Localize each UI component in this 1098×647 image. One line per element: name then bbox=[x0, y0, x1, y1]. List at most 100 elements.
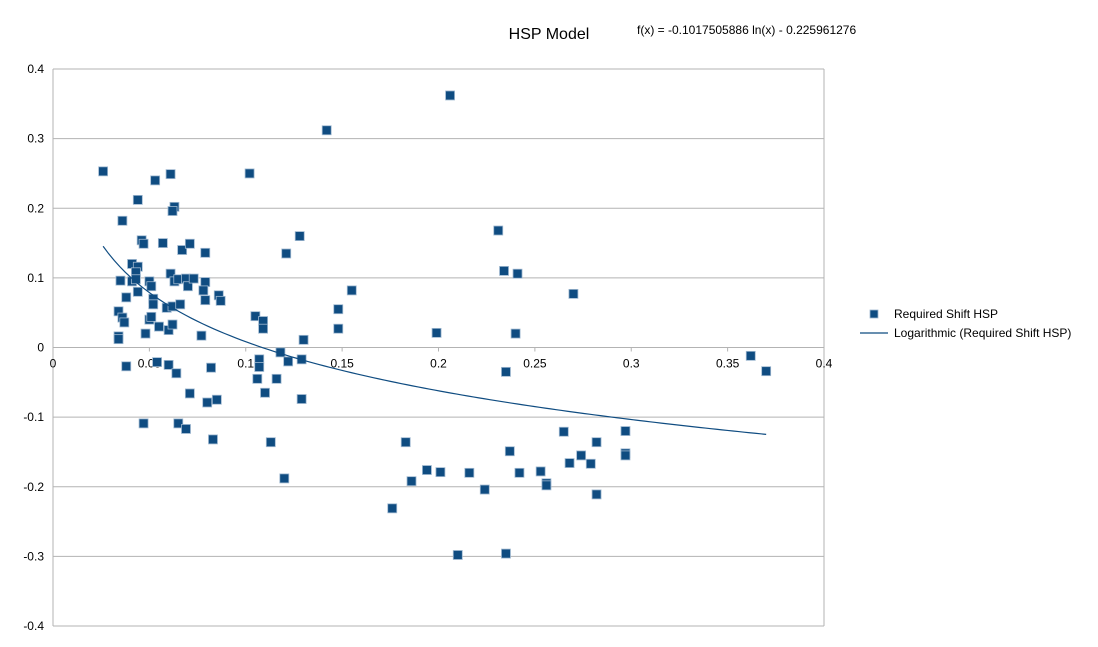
data-point bbox=[188, 273, 199, 284]
data-point bbox=[152, 357, 162, 368]
data-point bbox=[479, 484, 490, 495]
data-point bbox=[254, 362, 265, 372]
data-point bbox=[558, 426, 569, 437]
y-tick-label: -0.2 bbox=[23, 480, 44, 494]
legend-marker-scatter bbox=[869, 309, 879, 319]
data-point bbox=[121, 361, 132, 372]
data-point bbox=[196, 330, 207, 341]
data-point bbox=[121, 292, 132, 303]
data-point bbox=[501, 366, 511, 377]
data-point bbox=[501, 548, 511, 559]
data-point bbox=[132, 286, 143, 297]
data-point bbox=[130, 274, 141, 285]
data-point bbox=[177, 245, 188, 255]
data-point bbox=[431, 327, 442, 338]
data-point bbox=[298, 334, 309, 345]
data-point bbox=[435, 467, 446, 478]
data-point bbox=[175, 299, 186, 310]
y-tick-label: 0 bbox=[37, 341, 44, 355]
data-point bbox=[165, 169, 176, 180]
scatter-points bbox=[98, 90, 772, 560]
data-point bbox=[117, 215, 128, 226]
data-point bbox=[140, 328, 151, 339]
data-point bbox=[150, 175, 161, 186]
data-point bbox=[167, 319, 178, 330]
y-tick-label: 0.2 bbox=[27, 201, 44, 215]
data-point bbox=[333, 323, 344, 334]
data-point bbox=[499, 266, 509, 276]
data-point bbox=[183, 281, 193, 292]
data-point bbox=[181, 424, 191, 434]
data-point bbox=[568, 288, 579, 299]
legend-label-scatter: Required Shift HSP bbox=[894, 307, 998, 321]
data-point bbox=[184, 238, 195, 249]
data-point bbox=[184, 388, 195, 399]
data-point bbox=[244, 168, 255, 179]
data-point bbox=[215, 295, 226, 306]
data-point bbox=[171, 368, 182, 379]
data-point bbox=[258, 323, 268, 334]
data-point bbox=[452, 550, 463, 560]
data-point bbox=[113, 334, 124, 345]
data-point bbox=[422, 465, 432, 475]
data-point bbox=[620, 426, 631, 436]
data-point bbox=[252, 373, 263, 384]
data-point bbox=[576, 450, 587, 461]
data-point bbox=[620, 450, 631, 461]
data-point bbox=[514, 467, 525, 478]
trendline-equation: f(x) = -0.1017505886 ln(x) - 0.225961276 bbox=[637, 23, 856, 37]
data-point bbox=[745, 350, 756, 361]
data-point bbox=[346, 285, 357, 296]
y-tick-label: -0.4 bbox=[23, 619, 44, 633]
data-point bbox=[202, 397, 213, 408]
data-point bbox=[167, 206, 178, 216]
data-point bbox=[281, 248, 292, 259]
data-point bbox=[510, 328, 521, 339]
legend-label-trend: Logarithmic (Required Shift HSP) bbox=[894, 326, 1071, 340]
trendline-path bbox=[102, 245, 767, 435]
data-point bbox=[387, 503, 398, 514]
data-point bbox=[157, 238, 168, 248]
legend: Required Shift HSP Logarithmic (Required… bbox=[860, 307, 1071, 340]
y-tick-label: 0.4 bbox=[27, 62, 44, 76]
x-tick-label: 0.25 bbox=[523, 357, 547, 371]
data-point bbox=[148, 299, 159, 310]
data-point bbox=[119, 317, 130, 328]
data-point bbox=[333, 304, 344, 315]
data-point bbox=[283, 356, 294, 367]
data-point bbox=[493, 225, 504, 236]
data-point bbox=[265, 437, 276, 448]
data-point bbox=[138, 418, 149, 429]
x-tick-label: 0.4 bbox=[816, 357, 833, 371]
data-point bbox=[321, 125, 332, 136]
x-tick-label: 0.2 bbox=[430, 357, 447, 371]
data-point bbox=[296, 394, 307, 404]
data-point bbox=[279, 473, 290, 484]
data-point bbox=[208, 434, 218, 445]
data-point bbox=[211, 394, 222, 405]
chart-title: HSP Model bbox=[509, 26, 590, 43]
data-point bbox=[761, 366, 772, 377]
data-point bbox=[146, 281, 157, 292]
data-point bbox=[541, 480, 552, 491]
data-point bbox=[138, 238, 149, 249]
data-point bbox=[564, 458, 575, 468]
data-point bbox=[294, 231, 305, 242]
data-point bbox=[464, 467, 475, 478]
data-point bbox=[504, 446, 515, 457]
x-tick-label: 0.35 bbox=[716, 357, 740, 371]
data-point bbox=[115, 275, 126, 286]
data-point bbox=[406, 476, 417, 487]
data-point bbox=[200, 247, 211, 258]
y-tick-label: -0.3 bbox=[23, 549, 44, 563]
x-tick-label: 0.3 bbox=[623, 357, 640, 371]
data-point bbox=[400, 437, 411, 448]
data-point bbox=[132, 194, 143, 205]
x-axis-ticks: 0 0.05 0.1 0.15 0.2 0.25 0.3 0.35 0.4 bbox=[50, 347, 833, 371]
data-point bbox=[200, 277, 211, 287]
data-point bbox=[206, 362, 216, 373]
data-point bbox=[260, 387, 270, 398]
data-point bbox=[591, 437, 602, 448]
data-point bbox=[146, 311, 157, 322]
